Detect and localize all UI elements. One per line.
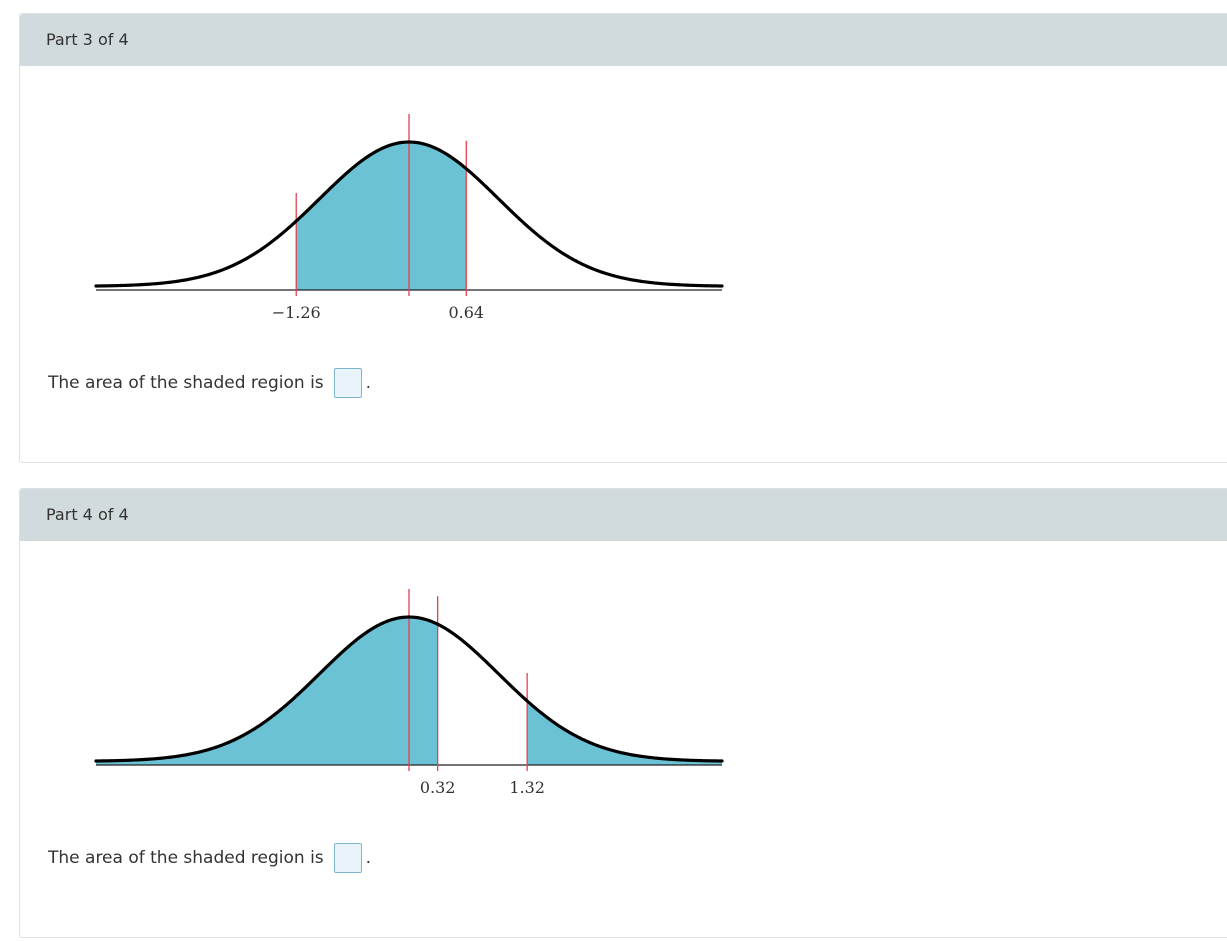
tick-label-1: 0.32 (420, 778, 456, 797)
shaded-region-2 (527, 700, 722, 765)
part-4-question-period: . (365, 848, 372, 868)
shaded-region-1 (296, 142, 467, 290)
part-4-question: The area of the shaded region is . (48, 843, 371, 873)
normal-curve (94, 615, 724, 763)
part-3-panel: Part 3 of 4 −1.26 0.64 The area of the sh… (19, 13, 1227, 463)
part-3-answer-input[interactable] (333, 368, 362, 398)
part-3-question-period: . (365, 373, 372, 393)
normal-curve (94, 140, 724, 288)
part-3-question-text: The area of the shaded region is (48, 373, 324, 393)
part-4-answer-input[interactable] (333, 843, 362, 873)
part-3-normal-curve-chart: −1.26 0.64 (94, 114, 724, 322)
tick-label-2: 1.32 (509, 778, 545, 797)
part-4-title: Part 4 of 4 (46, 505, 129, 524)
tick-label-2: 0.64 (448, 303, 484, 322)
part-3-header: Part 3 of 4 (20, 14, 1227, 66)
part-3-question: The area of the shaded region is . (48, 368, 371, 398)
part-3-title: Part 3 of 4 (46, 30, 129, 49)
part-4-question-text: The area of the shaded region is (48, 848, 324, 868)
tick-label-1: −1.26 (272, 303, 321, 322)
part-4-header: Part 4 of 4 (20, 489, 1227, 541)
part-4-panel: Part 4 of 4 0.32 1.32 The area of the sha… (19, 488, 1227, 938)
part-4-normal-curve-chart: 0.32 1.32 (94, 589, 724, 797)
shaded-region-1 (96, 617, 438, 765)
